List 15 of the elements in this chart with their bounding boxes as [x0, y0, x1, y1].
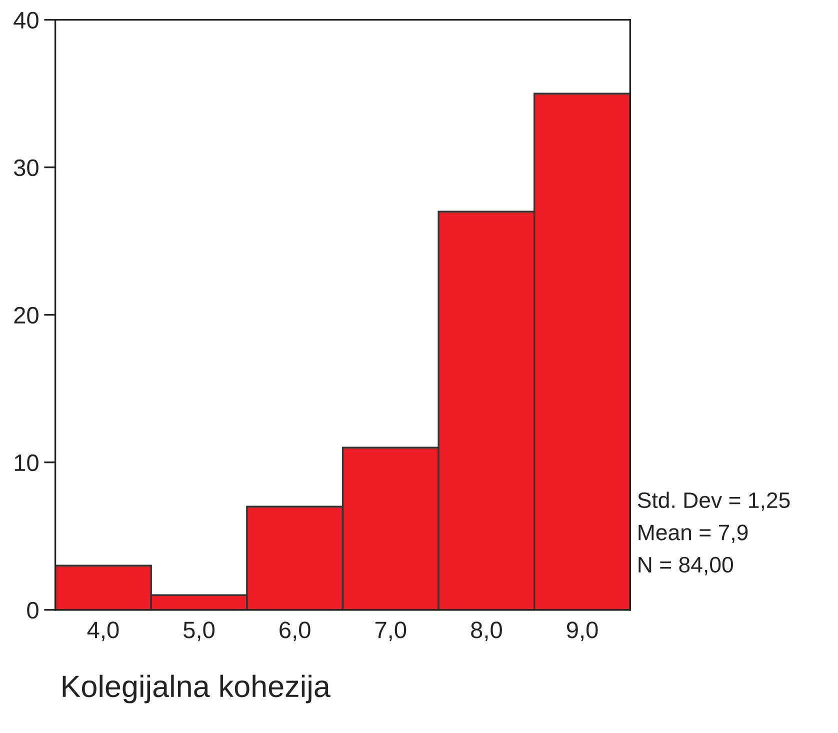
y-tick-label: 40	[14, 12, 38, 29]
x-axis-title: Kolegijalna kohezija	[62, 674, 330, 704]
text: N = 84,00	[638, 556, 733, 576]
text: Std. Dev = 1,25	[638, 492, 790, 511]
x-tick-label: 6,0	[280, 622, 310, 642]
y-tick-label: 20	[14, 306, 38, 324]
text: Mean = 7,9	[638, 524, 748, 543]
y-tick-label: 0	[27, 602, 38, 619]
x-tick-label: 9,0	[566, 622, 598, 642]
x-tick-label: 4,0	[87, 622, 119, 642]
y-tick-label: 10	[14, 454, 38, 472]
y-tick-label: 30	[14, 159, 38, 176]
x-tick-label: 7,0	[375, 622, 406, 642]
x-tick-label: 8,0	[471, 622, 502, 642]
x-tick-label: 5,0	[184, 622, 215, 642]
